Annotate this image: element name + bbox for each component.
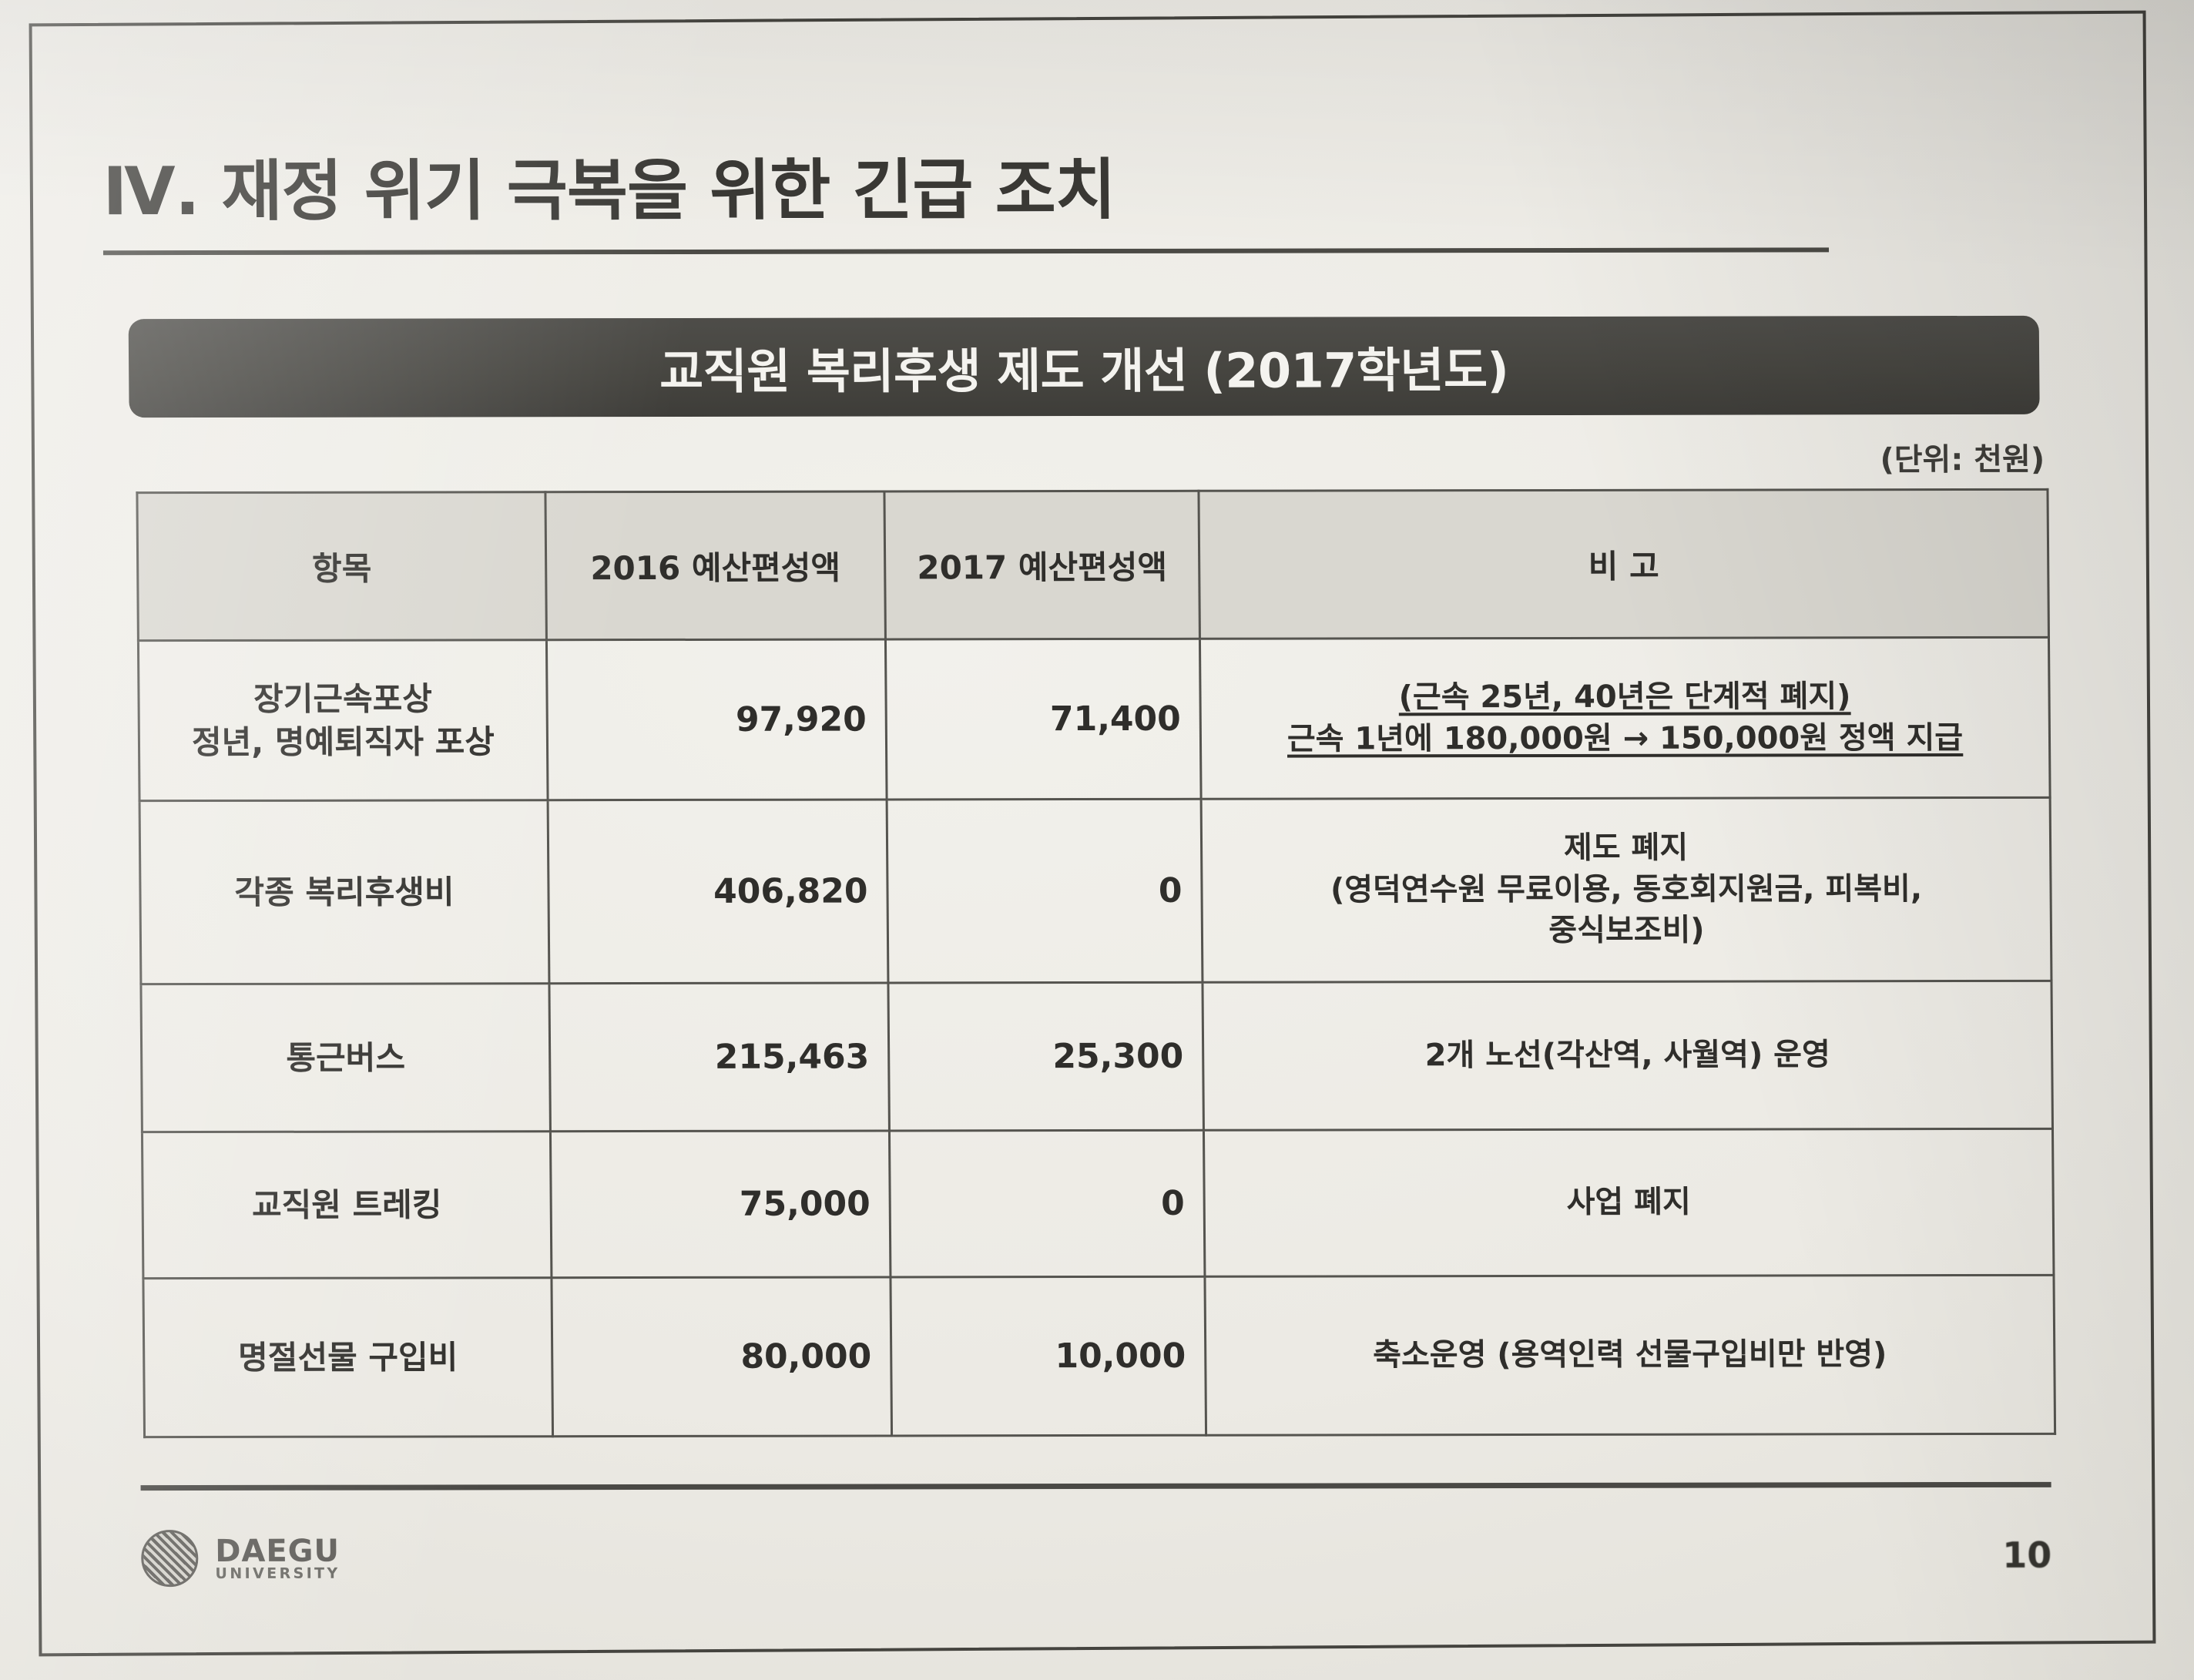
cell-budget-2017: 25,300 [887, 982, 1204, 1131]
item-line-2: 정년, 명예퇴직자 포상 [191, 722, 495, 761]
cell-item: 교직원 트레킹 [142, 1131, 552, 1279]
table-row: 각종 복리후생비 406,820 0 제도 폐지 (영덕연수원 무료이용, 동호… [139, 797, 2051, 984]
cell-remark: 2개 노선(각산역, 사월역) 운영 [1202, 981, 2053, 1131]
cell-item: 각종 복리후생비 [139, 800, 549, 984]
remark-line-1: (근속 25년, 40년은 단계적 폐지) [1398, 679, 1851, 716]
page-title: Ⅳ. 재정 위기 극복을 위한 긴급 조치 [102, 151, 1116, 231]
table-row: 장기근속포상 정년, 명예퇴직자 포상 97,920 71,400 (근속 25… [138, 637, 2051, 801]
title-divider [102, 247, 1830, 256]
item-line-1: 장기근속포상 [253, 679, 433, 718]
cell-budget-2016: 75,000 [550, 1130, 891, 1278]
cell-remark: 사업 폐지 [1203, 1128, 2054, 1277]
cell-budget-2016: 215,463 [548, 982, 890, 1132]
column-header-2016: 2016 예산편성액 [545, 491, 886, 640]
cell-budget-2017: 71,400 [885, 639, 1202, 800]
column-header-remark: 비 고 [1198, 489, 2049, 639]
logo-name: DAEGU [215, 1533, 341, 1569]
page-number: 10 [2002, 1534, 2052, 1576]
cell-budget-2016: 406,820 [548, 799, 888, 984]
footer-divider [140, 1481, 2051, 1491]
slide-header: Ⅳ. 재정 위기 극복을 위한 긴급 조치 [102, 134, 1830, 256]
cell-budget-2016: 97,920 [546, 639, 887, 800]
column-header-2017: 2017 예산편성액 [884, 491, 1200, 639]
unit-note: (단위: 천원) [1880, 441, 2045, 478]
remark-line-1: 제도 폐지 [1563, 830, 1689, 867]
daegu-university-logo: DAEGU UNIVERSITY [140, 1530, 341, 1588]
welfare-budget-table: 항목 2016 예산편성액 2017 예산편성액 비 고 장기근속포상 정년, … [136, 488, 2056, 1438]
cell-budget-2017: 0 [889, 1130, 1205, 1277]
logo-subtitle: UNIVERSITY [215, 1564, 341, 1582]
cell-remark: 제도 폐지 (영덕연수원 무료이용, 동호회지원금, 피복비, 중식보조비) [1201, 797, 2051, 983]
cell-item: 장기근속포상 정년, 명예퇴직자 포상 [138, 639, 548, 801]
university-emblem-icon [140, 1530, 199, 1588]
slide-footer: DAEGU UNIVERSITY 10 [140, 1527, 2052, 1588]
cell-item: 통근버스 [140, 983, 551, 1132]
remark-line-2: 근속 1년에 180,000원 → 150,000원 정액 지급 [1287, 719, 1964, 757]
cell-item: 명절선물 구입비 [143, 1277, 553, 1437]
section-banner-label: 교직원 복리후생 제도 개선 (2017학년도) [659, 342, 1509, 401]
cell-remark: (근속 25년, 40년은 단계적 폐지) 근속 1년에 180,000원 → … [1199, 637, 2051, 800]
table-row: 명절선물 구입비 80,000 10,000 축소운영 (용역인력 선물구입비만… [143, 1275, 2055, 1437]
column-header-item: 항목 [136, 491, 547, 641]
section-banner: 교직원 복리후생 제도 개선 (2017학년도) [128, 315, 2040, 418]
remark-line-3: 중식보조비) [1548, 912, 1705, 949]
cell-budget-2017: 10,000 [890, 1276, 1206, 1436]
table-row: 통근버스 215,463 25,300 2개 노선(각산역, 사월역) 운영 [140, 981, 2053, 1132]
table-header-row: 항목 2016 예산편성액 2017 예산편성액 비 고 [136, 489, 2049, 641]
remark-line-2: (영덕연수원 무료이용, 동호회지원금, 피복비, [1330, 870, 1923, 908]
cell-budget-2016: 80,000 [551, 1276, 892, 1437]
cell-budget-2017: 0 [887, 799, 1203, 983]
cell-remark: 축소운영 (용역인력 선물구입비만 반영) [1204, 1275, 2055, 1436]
table-row: 교직원 트레킹 75,000 0 사업 폐지 [142, 1128, 2054, 1279]
